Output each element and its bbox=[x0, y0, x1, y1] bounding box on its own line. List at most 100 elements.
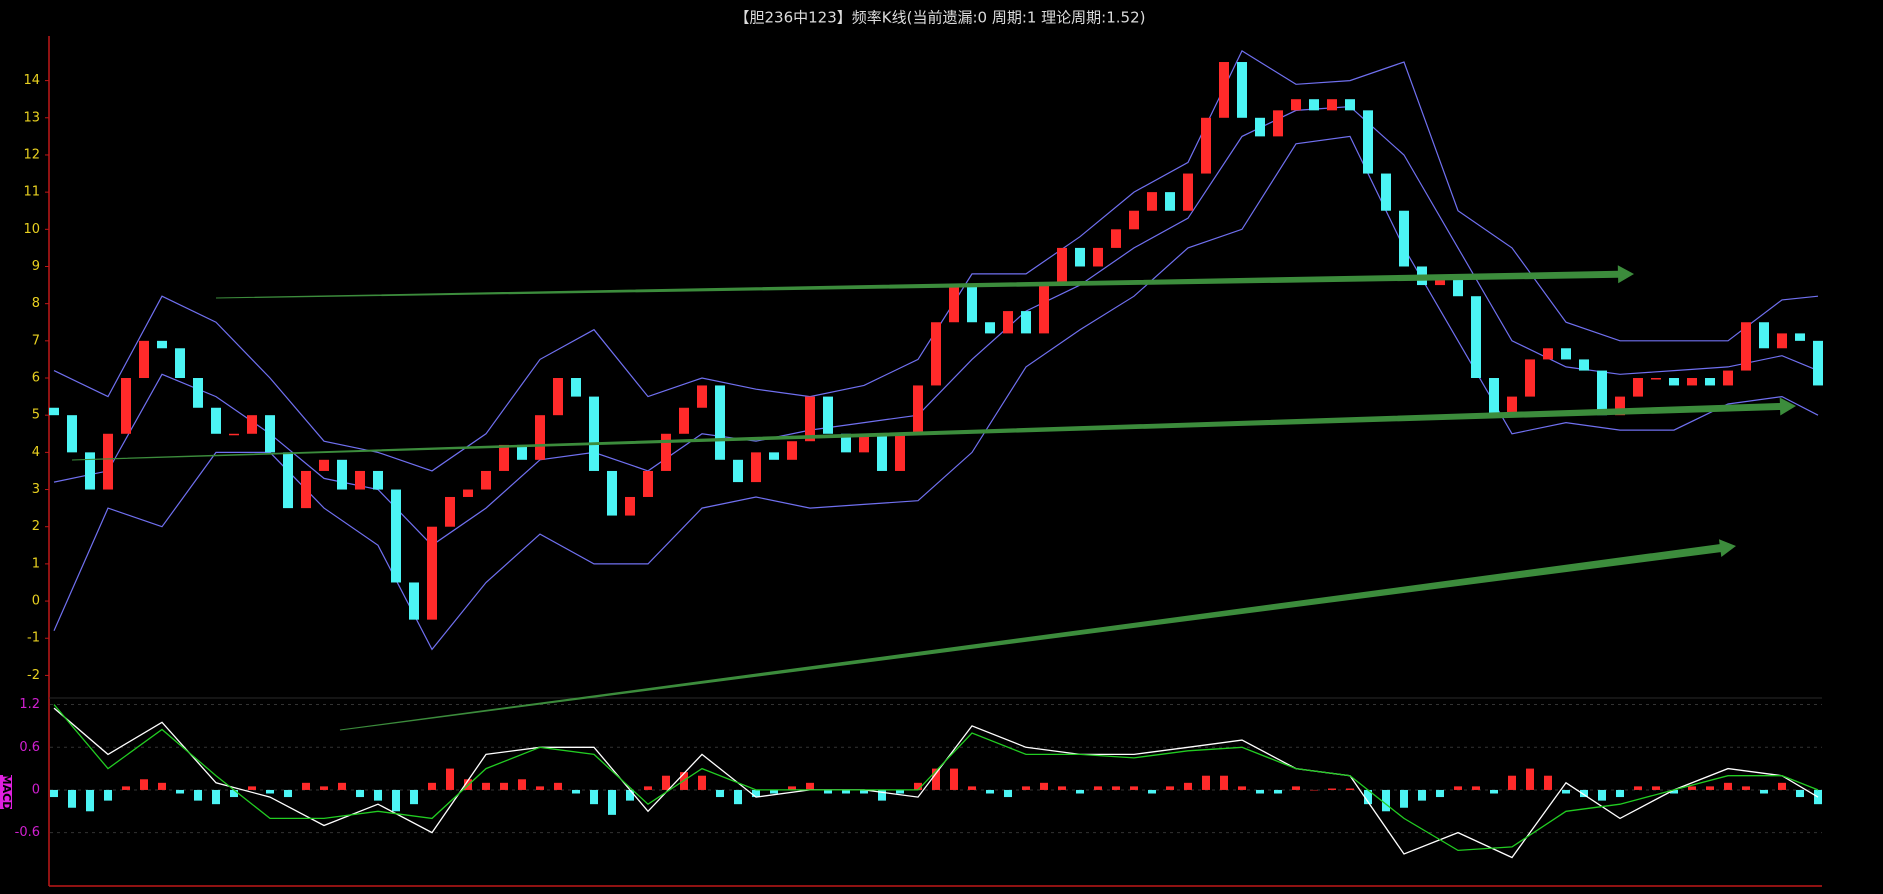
candle bbox=[229, 433, 239, 436]
macd-tick-label: -0.6 bbox=[15, 825, 40, 840]
macd-bar bbox=[1274, 789, 1282, 794]
candle bbox=[571, 378, 581, 397]
band-middle bbox=[53, 105, 1819, 547]
candle bbox=[1381, 173, 1391, 211]
macd-label: MACD bbox=[0, 774, 13, 811]
macd-bar bbox=[428, 782, 436, 790]
macd-bar bbox=[1328, 788, 1336, 790]
candle bbox=[607, 470, 617, 516]
macd-bar bbox=[770, 789, 778, 794]
candle bbox=[391, 489, 401, 583]
candle bbox=[1111, 229, 1121, 248]
macd-bar bbox=[1040, 782, 1048, 790]
y-tick-label: 7 bbox=[32, 333, 40, 348]
candle bbox=[1075, 247, 1085, 267]
macd-bar bbox=[1400, 789, 1408, 808]
candle bbox=[1345, 99, 1355, 111]
macd-bar bbox=[1346, 788, 1354, 790]
macd-bar bbox=[248, 786, 256, 790]
macd-bar bbox=[374, 789, 382, 801]
candle bbox=[157, 340, 167, 349]
macd-bar bbox=[608, 789, 616, 815]
candle bbox=[751, 452, 761, 483]
macd-bar bbox=[266, 789, 274, 794]
y-tick-label: 9 bbox=[32, 259, 40, 274]
candle bbox=[1399, 210, 1409, 267]
macd-bar bbox=[1562, 789, 1570, 794]
candle bbox=[1129, 210, 1139, 230]
y-tick-label: 13 bbox=[23, 110, 40, 125]
candle bbox=[1201, 117, 1211, 174]
macd-tick-label: 0.6 bbox=[19, 740, 40, 755]
macd-bar bbox=[86, 789, 94, 812]
macd-bar bbox=[788, 786, 796, 790]
candle bbox=[319, 459, 329, 471]
macd-bar bbox=[1724, 782, 1732, 790]
candle bbox=[1741, 322, 1751, 371]
y-tick-label: -1 bbox=[27, 631, 40, 646]
macd-bar bbox=[338, 782, 346, 790]
macd-bar bbox=[554, 782, 562, 790]
y-tick-label: 10 bbox=[23, 222, 40, 237]
macd-bar bbox=[1292, 786, 1300, 790]
macd-bar bbox=[194, 789, 202, 801]
candle bbox=[1003, 311, 1013, 334]
macd-label-bg bbox=[0, 775, 12, 809]
macd-bar bbox=[896, 789, 904, 794]
y-tick-label: 14 bbox=[23, 73, 40, 88]
macd-bar bbox=[284, 789, 292, 798]
candle bbox=[805, 396, 815, 442]
candle bbox=[103, 433, 113, 490]
candle bbox=[715, 385, 725, 460]
candle bbox=[967, 285, 977, 323]
y-tick-label: 3 bbox=[32, 482, 40, 497]
macd-bar bbox=[698, 775, 706, 790]
macd-bar bbox=[752, 789, 760, 798]
candle bbox=[67, 415, 77, 453]
macd-bar bbox=[590, 789, 598, 805]
macd-bar bbox=[410, 789, 418, 805]
candle bbox=[265, 415, 275, 453]
macd-bar bbox=[68, 789, 76, 808]
macd-bar bbox=[1580, 789, 1588, 798]
candle bbox=[355, 470, 365, 490]
macd-bar bbox=[1220, 775, 1228, 790]
candle bbox=[769, 452, 779, 460]
candle bbox=[1039, 285, 1049, 334]
candle bbox=[895, 433, 905, 471]
macd-bar bbox=[302, 782, 310, 790]
candle bbox=[301, 470, 311, 509]
candle bbox=[1093, 247, 1103, 267]
candle bbox=[1165, 192, 1175, 211]
macd-bar bbox=[1706, 786, 1714, 790]
candle bbox=[49, 407, 59, 416]
candle bbox=[373, 470, 383, 490]
candle bbox=[1291, 99, 1301, 111]
macd-bar bbox=[1472, 786, 1480, 790]
candle bbox=[1669, 378, 1679, 386]
macd-bar bbox=[968, 786, 976, 790]
macd-bar bbox=[572, 789, 580, 794]
trend-arrow bbox=[72, 397, 1796, 461]
macd-bar bbox=[734, 789, 742, 805]
candle bbox=[661, 433, 671, 471]
macd-bar bbox=[1076, 789, 1084, 794]
macd-bar bbox=[1454, 786, 1462, 790]
candle bbox=[1057, 247, 1067, 286]
candle bbox=[1633, 378, 1643, 397]
macd-bar bbox=[1778, 782, 1786, 790]
candle bbox=[409, 582, 419, 620]
macd-bar bbox=[1616, 789, 1624, 798]
macd-bar bbox=[1166, 786, 1174, 790]
macd-bar bbox=[230, 789, 238, 798]
macd-bar bbox=[392, 789, 400, 812]
candle bbox=[643, 470, 653, 497]
candle bbox=[85, 452, 95, 490]
candle bbox=[175, 348, 185, 379]
macd-bar bbox=[1058, 786, 1066, 790]
candle bbox=[1615, 396, 1625, 416]
candle bbox=[139, 340, 149, 379]
macd-bar bbox=[1598, 789, 1606, 801]
candle bbox=[625, 496, 635, 516]
